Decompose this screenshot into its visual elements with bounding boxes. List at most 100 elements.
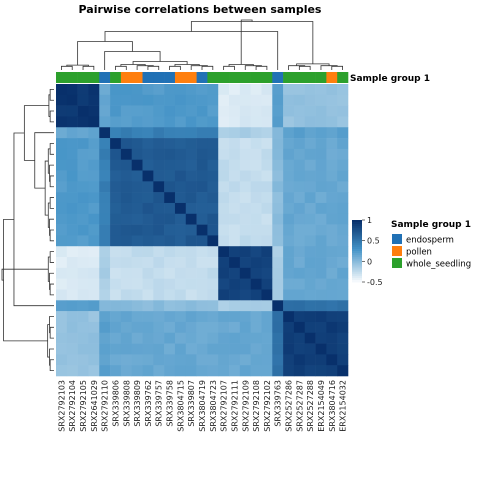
heatmap-cell <box>99 354 111 366</box>
heatmap-cell <box>99 181 111 193</box>
heatmap-cell <box>315 105 327 117</box>
heatmap-cell <box>326 127 338 139</box>
heatmap-cell <box>174 289 187 301</box>
colorbar-segment <box>352 259 362 262</box>
colorbar-segment <box>352 275 362 279</box>
heatmap-cell <box>326 224 338 236</box>
heatmap-cell <box>239 181 251 193</box>
heatmap-cell <box>88 138 100 150</box>
heatmap-cell <box>261 170 273 182</box>
heatmap-cell <box>261 138 273 150</box>
heatmap-cell <box>88 224 100 236</box>
heatmap-cell <box>283 127 295 139</box>
group-legend: Sample group 1 endosperm pollen whole_seed… <box>391 220 471 270</box>
heatmap-cell <box>185 148 197 161</box>
colorbar-segment <box>352 226 362 229</box>
heatmap-cell <box>164 84 176 96</box>
heatmap-cell <box>110 235 122 247</box>
heatmap-cell <box>77 311 89 323</box>
heatmap-cell <box>196 311 208 323</box>
heatmap-cell <box>315 159 327 171</box>
annotation-cell <box>120 72 133 83</box>
heatmap-cell <box>272 321 284 334</box>
heatmap-cell <box>229 365 241 377</box>
heatmap-cell <box>315 148 327 161</box>
heatmap-cell <box>207 170 219 182</box>
heatmap-cell <box>250 332 262 344</box>
heatmap-cell <box>110 332 122 344</box>
heatmap-cell <box>261 159 273 171</box>
heatmap-cell <box>250 127 262 139</box>
heatmap-cell <box>337 192 349 204</box>
heatmap-cell <box>88 246 100 258</box>
heatmap-cell <box>196 267 208 279</box>
colorbar-segment <box>352 267 362 270</box>
heatmap-cell <box>272 257 284 269</box>
heatmap-cell <box>153 365 165 377</box>
heatmap-cell <box>131 192 143 204</box>
heatmap-cell <box>99 127 111 139</box>
heatmap-cell <box>164 105 176 117</box>
heatmap-cell <box>99 94 111 106</box>
heatmap-cell <box>283 246 295 258</box>
x-tick-label: SRX339809 <box>133 380 142 427</box>
dendrogram-link <box>49 89 54 101</box>
heatmap-cell <box>207 127 219 139</box>
heatmap-cell <box>174 300 187 312</box>
heatmap-cell <box>283 170 295 182</box>
heatmap-cell <box>120 202 133 215</box>
heatmap-cell <box>293 213 306 225</box>
annotation-cell <box>283 72 295 83</box>
heatmap-cell <box>66 127 78 139</box>
color-scale-legend: 1 0.5 0 -0.5 <box>352 216 383 287</box>
dendrogram-link <box>1 268 49 281</box>
heatmap-cell <box>153 213 165 225</box>
heatmap-cell <box>131 224 143 236</box>
heatmap-cell <box>56 257 68 269</box>
heatmap-cell <box>207 300 219 312</box>
heatmap-cell <box>283 224 295 236</box>
heatmap-cell <box>272 105 284 117</box>
annotation-cell <box>218 72 230 83</box>
dendrogram-link <box>201 65 214 70</box>
heatmap-cell <box>337 94 349 106</box>
annotation-cell <box>239 72 251 83</box>
heatmap-cell <box>56 202 68 215</box>
heatmap-cell <box>120 84 133 96</box>
heatmap-cell <box>120 94 133 106</box>
heatmap-cell <box>272 159 284 171</box>
heatmap-cell <box>120 159 133 171</box>
heatmap-cell <box>207 246 219 258</box>
legend-swatch-whole_seedling <box>392 258 402 268</box>
heatmap-cell <box>77 127 89 139</box>
heatmap-cell <box>326 94 338 106</box>
heatmap-cell <box>66 257 78 269</box>
heatmap-cell <box>337 148 349 161</box>
heatmap-cell <box>77 192 89 204</box>
heatmap-cell <box>88 84 100 96</box>
heatmap-cell <box>337 343 349 355</box>
heatmap-cell <box>153 321 165 334</box>
dendrogram-link <box>82 65 95 70</box>
heatmap-cell <box>164 289 176 301</box>
heatmap-cell <box>315 116 327 128</box>
heatmap-cell <box>56 127 68 139</box>
dendrogram-link <box>49 175 54 188</box>
annotation-cell <box>174 72 187 83</box>
heatmap-cell <box>77 300 89 312</box>
heatmap-cell <box>164 267 176 279</box>
heatmap-cell <box>337 332 349 344</box>
colorbar-segment <box>352 246 362 250</box>
heatmap-cell <box>77 278 89 290</box>
colorbar-segment <box>352 236 362 239</box>
heatmap-cell <box>207 267 219 279</box>
heatmap-cell <box>164 213 176 225</box>
dendrogram-link <box>49 229 54 242</box>
heatmap-cell <box>239 116 251 128</box>
heatmap-cell <box>110 105 122 117</box>
heatmap-cell <box>185 84 197 96</box>
heatmap-cell <box>304 224 316 236</box>
heatmap-cell <box>261 354 273 366</box>
colorbar-segment <box>352 242 362 246</box>
